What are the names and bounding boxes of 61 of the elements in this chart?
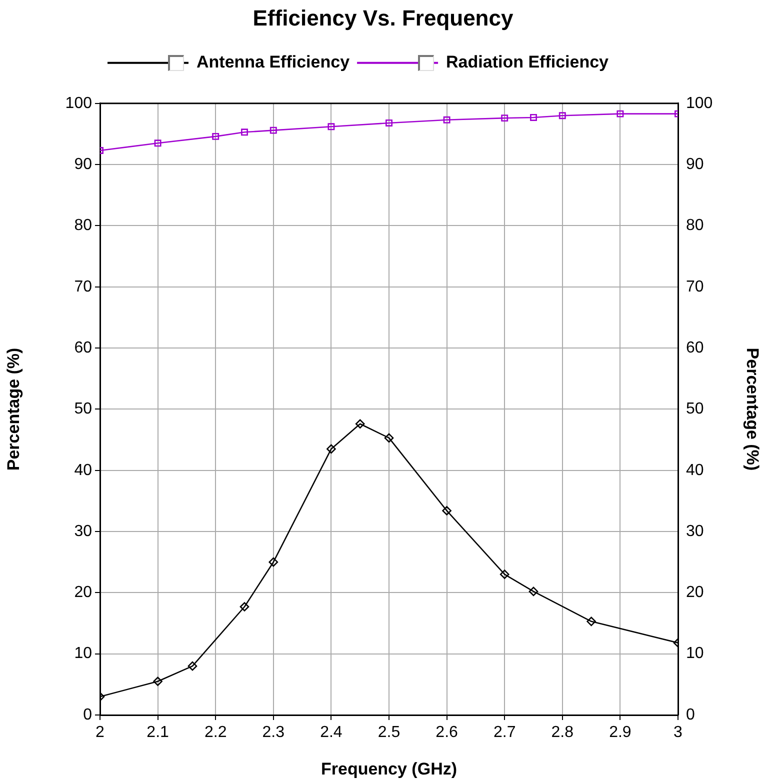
- y-tick-label: 70: [74, 278, 92, 296]
- point: [154, 140, 162, 147]
- y2-tick-label: 30: [686, 522, 704, 540]
- y2-tick-label: 50: [686, 400, 704, 418]
- y2-tick-label: 80: [686, 217, 704, 234]
- y-tick-label: 90: [74, 156, 92, 173]
- x-tick-label: 2.5: [378, 724, 400, 742]
- x-tick-label: 2.9: [609, 724, 632, 742]
- point: [386, 119, 392, 126]
- point: [328, 123, 335, 130]
- point: [153, 676, 162, 686]
- y2-tick-label: 60: [686, 339, 704, 356]
- y2-tick-label: 100: [686, 94, 713, 112]
- chart-title: Efficiency Vs. Frequency: [252, 5, 514, 30]
- point: [241, 128, 248, 136]
- point: [501, 114, 508, 122]
- x-tick-label: 2.3: [262, 724, 285, 742]
- x-tick-label: 2.2: [204, 724, 227, 742]
- legend-label: Antenna Efficiency: [196, 52, 350, 72]
- point: [528, 586, 538, 596]
- y2-tick-label: 0: [686, 706, 695, 724]
- point: [442, 506, 452, 516]
- x-tick-label: 2.4: [320, 724, 342, 742]
- point: [355, 419, 365, 429]
- y-tick-label: 100: [65, 94, 92, 112]
- y-tick-label: 50: [74, 400, 92, 418]
- y-tick-label: 40: [74, 462, 92, 479]
- y-tick-label: 30: [74, 522, 92, 540]
- y-tick-label: 60: [74, 339, 92, 356]
- y-tick-label: 20: [74, 584, 92, 602]
- point: [188, 661, 198, 671]
- x-axis-title: Frequency (GHz): [320, 759, 458, 778]
- y2-tick-label: 40: [686, 462, 704, 479]
- point: [268, 557, 278, 567]
- point: [530, 114, 537, 121]
- x-tick-label: 2.7: [493, 724, 516, 742]
- point: [384, 433, 394, 443]
- point: [326, 444, 336, 454]
- point: [500, 570, 510, 579]
- x-tick-label: 2.6: [436, 724, 458, 742]
- x-tick-label: 2.1: [146, 724, 170, 742]
- point: [616, 110, 624, 118]
- point: [240, 602, 250, 612]
- point: [212, 132, 220, 140]
- y-tick-label: 0: [83, 706, 92, 724]
- legend-label: Radiation Efficiency: [446, 52, 610, 72]
- y-axis-title: Percentage (%): [4, 348, 23, 471]
- point: [586, 616, 596, 626]
- y2-tick-label: 90: [686, 156, 704, 173]
- point: [443, 116, 450, 124]
- y-tick-label: 80: [74, 217, 92, 234]
- x-tick-label: 2.8: [551, 724, 574, 742]
- y2-tick-label: 70: [686, 278, 704, 296]
- y-tick-label: 10: [74, 645, 92, 662]
- point: [270, 126, 277, 134]
- y2-axis-title: Percentage (%): [743, 348, 762, 471]
- x-tick-label: 2: [96, 724, 105, 742]
- y2-tick-label: 20: [686, 584, 704, 602]
- x-tick-label: 3: [674, 724, 683, 742]
- y2-tick-label: 10: [686, 645, 704, 662]
- point: [558, 112, 566, 120]
